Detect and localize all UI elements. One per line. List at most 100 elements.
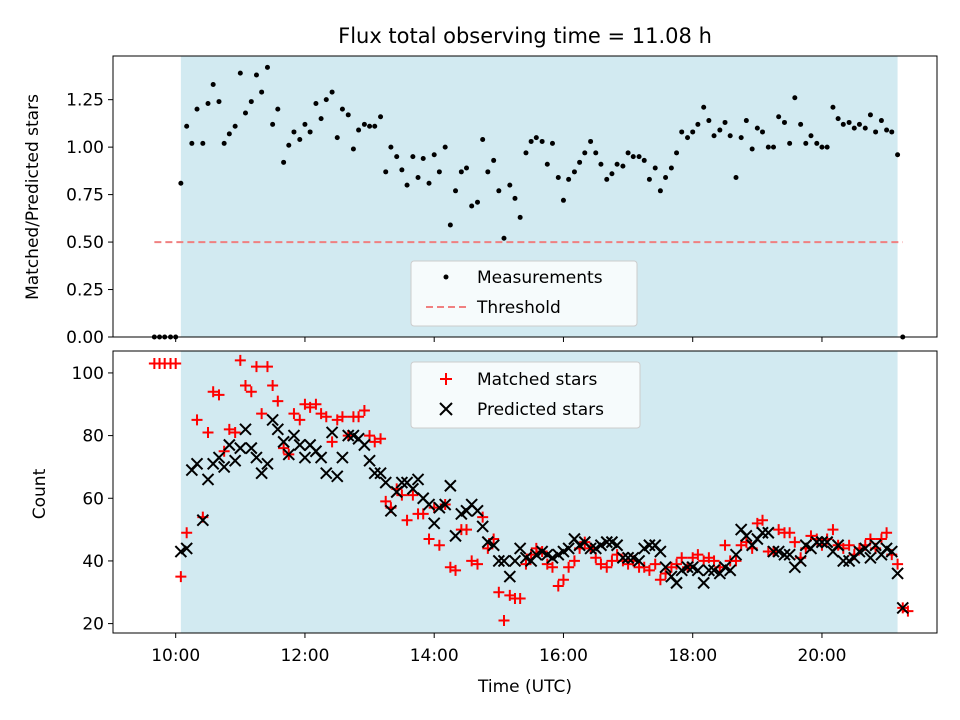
matched-stars-point	[730, 555, 742, 567]
measurements-point	[733, 175, 739, 181]
measurements-point	[620, 163, 626, 169]
matched-stars-point	[272, 395, 284, 407]
measurements-point	[851, 125, 857, 131]
matched-stars-point	[310, 398, 322, 410]
predicted-stars-point	[885, 545, 898, 558]
x-tick-label: 20:00	[797, 646, 846, 666]
x-tick-label: 10:00	[151, 646, 200, 666]
measurements-point	[636, 154, 642, 160]
matched-stars-point	[514, 593, 526, 605]
measurements-point	[388, 144, 394, 150]
measurements-point	[717, 127, 723, 133]
predicted-stars-point	[271, 423, 285, 436]
measurements-point	[798, 121, 804, 127]
matched-stars-point	[520, 558, 532, 570]
matched-stars-point	[757, 514, 769, 526]
measurements-point	[776, 114, 782, 120]
legend-marker-measurements	[443, 274, 449, 280]
matched-stars-point	[525, 549, 537, 561]
matched-stars-point	[336, 411, 348, 423]
measurements-point	[221, 140, 227, 146]
measurements-point	[706, 118, 712, 124]
predicted-stars-point	[772, 545, 785, 558]
predicted-stars-point	[438, 498, 452, 511]
matched-stars-point	[493, 586, 505, 598]
predicted-stars-point	[223, 438, 236, 452]
predicted-stars-point	[794, 554, 807, 568]
matched-stars-point	[229, 426, 241, 438]
measurements-point	[200, 140, 206, 146]
measurements-point	[512, 195, 518, 201]
matched-stars-point	[784, 527, 796, 539]
ratio-y-tick-label: 0.00	[66, 328, 104, 348]
predicted-stars-point	[729, 548, 743, 561]
ratio-y-tick-label: 0.25	[66, 281, 104, 301]
measurements-point	[184, 123, 190, 129]
measurements-point	[588, 138, 594, 144]
matched-stars-point	[557, 574, 569, 586]
predicted-stars-point	[562, 542, 575, 555]
ratio-panel: Measurements Threshold 0.00 0.25 0.50 0.75 1…	[23, 55, 938, 348]
predicted-stars-point	[395, 476, 409, 489]
count-panel: Matched stars Predicted stars 20 40 60 80 10…	[30, 350, 938, 666]
matched-stars-point	[461, 524, 473, 536]
measurements-point	[194, 106, 200, 112]
measurements-point	[378, 114, 384, 120]
matched-stars-point	[498, 614, 510, 626]
predicted-stars-point	[896, 601, 909, 615]
matched-stars-point	[223, 423, 235, 435]
count-y-tick-label: 20	[82, 615, 104, 635]
matched-stars-point	[239, 379, 251, 391]
count-panel-ylabel: Count	[30, 468, 50, 519]
matched-stars-point	[353, 411, 365, 423]
measurements-point	[297, 137, 303, 143]
predicted-stars-point	[675, 564, 688, 577]
matched-stars-point	[692, 549, 704, 561]
predicted-stars-point	[767, 545, 780, 558]
predicted-stars-point	[282, 448, 295, 461]
measurements-point	[560, 197, 566, 203]
predicted-stars-point	[691, 564, 705, 577]
ratio-y-tick-label: 1.00	[66, 138, 104, 158]
predicted-stars-point	[379, 476, 392, 489]
predicted-stars-point	[530, 548, 543, 561]
measurements-point	[711, 133, 717, 139]
measurements-point	[754, 125, 760, 131]
matched-stars-point	[250, 361, 262, 373]
measurements-point	[657, 188, 663, 194]
measurements-point	[690, 129, 696, 135]
predicted-stars-point	[358, 438, 371, 452]
predicted-stars-point	[174, 545, 188, 558]
predicted-stars-point	[471, 504, 484, 518]
measurements-point	[291, 129, 297, 135]
matched-stars-point	[417, 508, 429, 520]
measurements-point	[727, 133, 733, 139]
measurements-point	[302, 121, 308, 127]
predicted-stars-point	[320, 466, 333, 480]
measurements-point	[614, 161, 620, 167]
measurements-point	[415, 175, 421, 181]
measurements-point	[889, 129, 895, 135]
matched-stars-point	[837, 542, 849, 554]
measurements-point	[189, 140, 195, 146]
predicted-stars-point	[298, 451, 312, 464]
matched-stars-point	[471, 558, 483, 570]
predicted-stars-point	[228, 454, 242, 467]
measurements-point	[350, 146, 356, 152]
count-y-tick-label: 40	[82, 552, 104, 572]
predicted-stars-point	[217, 460, 231, 474]
predicted-stars-point	[449, 529, 462, 543]
predicted-stars-point	[810, 535, 824, 549]
predicted-stars-point	[196, 513, 210, 527]
measurements-point	[873, 129, 879, 135]
measurements-point	[641, 157, 647, 163]
predicted-stars-point	[390, 485, 403, 499]
measurements-point	[323, 97, 329, 103]
measurements-point	[399, 167, 405, 173]
matched-stars-point	[202, 426, 214, 438]
predicted-stars-point	[266, 413, 279, 427]
matched-stars-point	[267, 379, 279, 391]
measurements-point	[264, 64, 270, 70]
predicted-stars-point	[190, 457, 204, 471]
